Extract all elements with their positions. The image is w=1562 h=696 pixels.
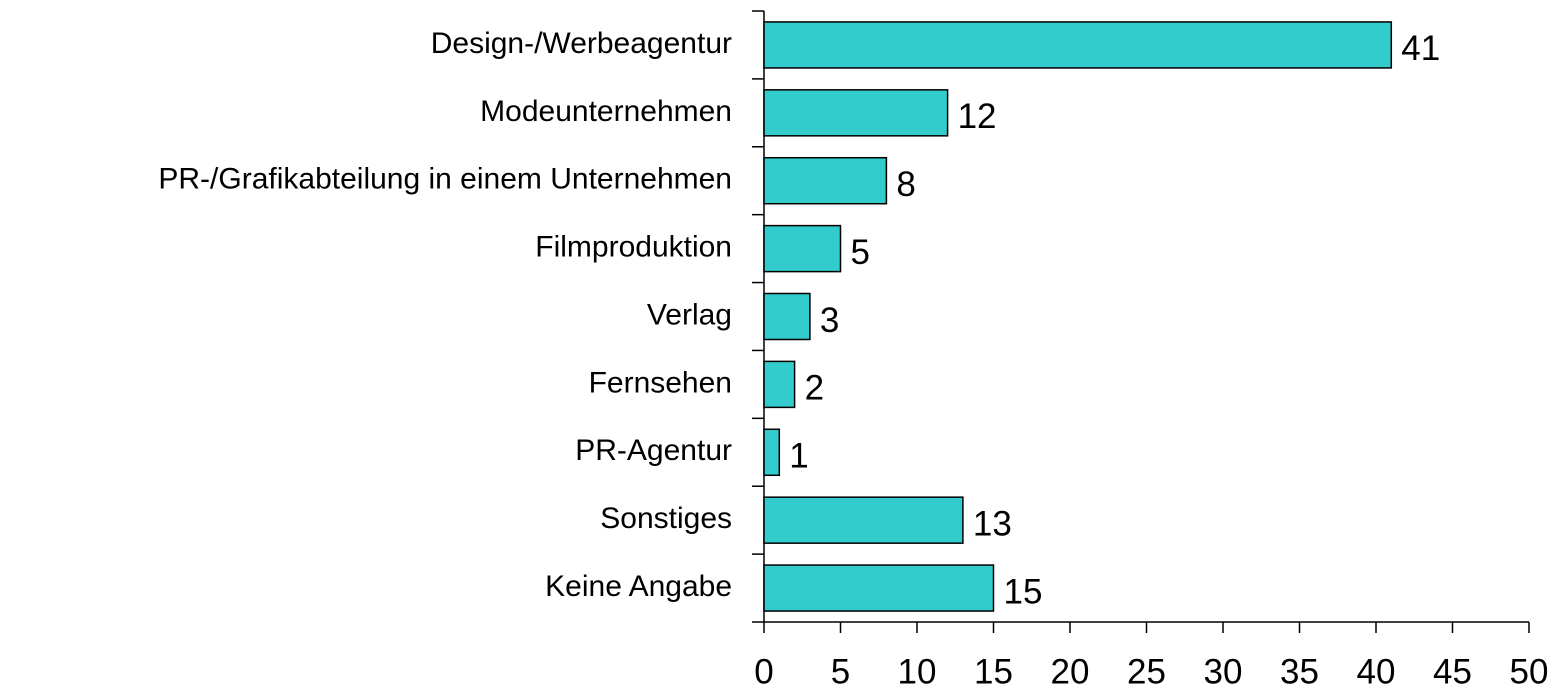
- x-tick-label: 5: [831, 652, 850, 691]
- bar: [763, 564, 995, 612]
- value-label: 12: [958, 97, 997, 136]
- category-label: PR-/Grafikabteilung in einem Unternehmen: [158, 163, 732, 196]
- category-label: Filmproduktion: [535, 231, 732, 264]
- bar: [763, 292, 811, 341]
- bar: [763, 89, 949, 137]
- category-label: Keine Angabe: [545, 570, 732, 603]
- category-label: Sonstiges: [600, 502, 732, 535]
- bar: [763, 428, 781, 477]
- bar: [763, 156, 888, 205]
- x-tick-label: 35: [1280, 652, 1319, 691]
- bar: [763, 224, 842, 273]
- x-tick-label: 30: [1204, 652, 1243, 691]
- value-label: 8: [896, 165, 915, 204]
- x-tick-label: 10: [898, 652, 937, 691]
- value-label: 41: [1401, 29, 1440, 68]
- category-label: Verlag: [647, 298, 732, 331]
- x-tick-label: 15: [974, 652, 1013, 691]
- bar: [763, 360, 796, 409]
- value-label: 5: [851, 233, 870, 272]
- bar: [763, 21, 1393, 69]
- x-tick-label: 40: [1357, 652, 1396, 691]
- x-tick-label: 45: [1433, 652, 1472, 691]
- x-tick-label: 50: [1510, 652, 1549, 691]
- category-label: Modeunternehmen: [480, 95, 732, 128]
- bar: [763, 496, 964, 544]
- value-label: 2: [805, 369, 824, 408]
- value-label: 13: [973, 504, 1012, 543]
- x-tick-label: 0: [754, 652, 773, 691]
- category-label: Fernsehen: [589, 366, 732, 399]
- x-tick-label: 25: [1127, 652, 1166, 691]
- value-label: 15: [1004, 572, 1043, 611]
- category-label: Design-/Werbeagentur: [431, 27, 732, 60]
- value-label: 1: [789, 437, 808, 476]
- x-tick-label: 20: [1051, 652, 1090, 691]
- category-label: PR-Agentur: [575, 434, 732, 467]
- value-label: 3: [820, 301, 839, 340]
